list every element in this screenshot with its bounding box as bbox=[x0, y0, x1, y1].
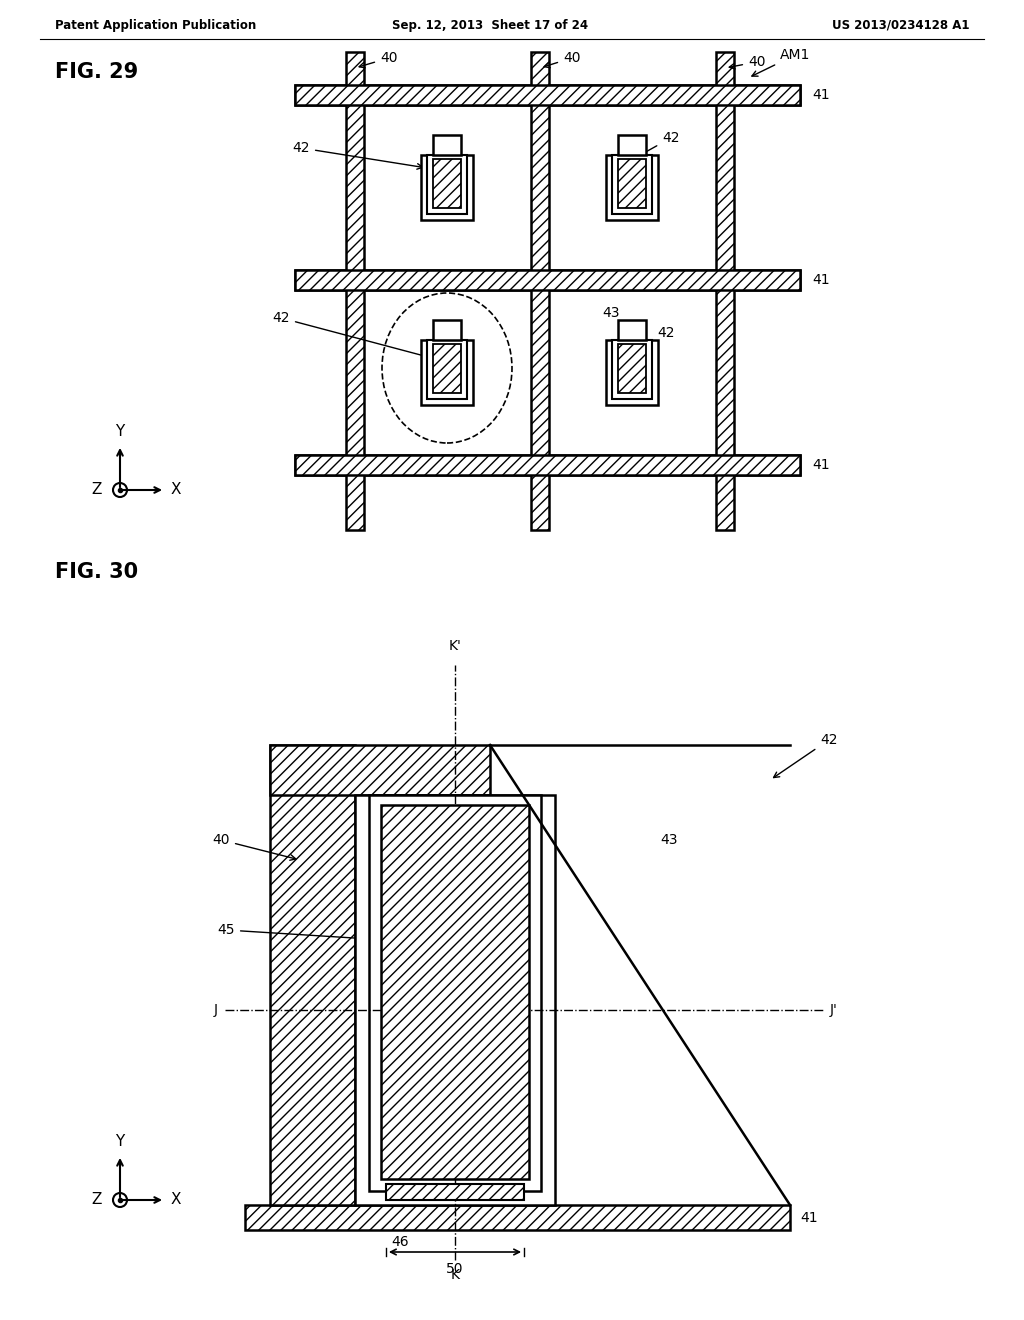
Text: 41: 41 bbox=[800, 1210, 817, 1225]
Text: 43: 43 bbox=[602, 306, 620, 319]
Text: 42: 42 bbox=[621, 131, 680, 166]
Bar bbox=[716, 51, 734, 531]
Text: US 2013/0234128 A1: US 2013/0234128 A1 bbox=[833, 18, 970, 32]
Bar bbox=[369, 795, 541, 1191]
Bar bbox=[433, 135, 461, 154]
Text: Z: Z bbox=[91, 483, 102, 498]
Text: Y: Y bbox=[116, 1134, 125, 1148]
Bar bbox=[427, 341, 467, 399]
Text: 41: 41 bbox=[812, 88, 829, 102]
Bar bbox=[618, 158, 646, 209]
Bar bbox=[295, 455, 800, 475]
Text: Patent Application Publication: Patent Application Publication bbox=[55, 18, 256, 32]
Bar bbox=[295, 271, 800, 290]
Bar bbox=[270, 744, 355, 1205]
Text: X: X bbox=[171, 483, 181, 498]
Bar bbox=[618, 319, 646, 341]
Text: 42: 42 bbox=[293, 141, 423, 169]
Text: 47: 47 bbox=[362, 818, 381, 832]
Text: Y: Y bbox=[116, 424, 125, 440]
Bar bbox=[421, 154, 473, 220]
Bar bbox=[295, 84, 800, 106]
Bar bbox=[295, 84, 800, 106]
Bar bbox=[531, 51, 549, 531]
Bar bbox=[433, 158, 461, 209]
Text: 41: 41 bbox=[812, 458, 829, 473]
Text: 40: 40 bbox=[359, 51, 397, 67]
Bar bbox=[355, 795, 555, 1205]
Text: Z: Z bbox=[91, 1192, 102, 1208]
Text: 41: 41 bbox=[812, 273, 829, 286]
Text: Sep. 12, 2013  Sheet 17 of 24: Sep. 12, 2013 Sheet 17 of 24 bbox=[392, 18, 588, 32]
Bar bbox=[346, 51, 364, 531]
Text: J': J' bbox=[830, 1003, 838, 1016]
Bar bbox=[245, 1205, 790, 1230]
Text: J: J bbox=[214, 1003, 218, 1016]
Text: FIG. 30: FIG. 30 bbox=[55, 562, 138, 582]
Text: FIG. 29: FIG. 29 bbox=[55, 62, 138, 82]
Bar bbox=[381, 805, 529, 1179]
Bar bbox=[427, 154, 467, 214]
Text: 50: 50 bbox=[446, 1262, 464, 1276]
Bar bbox=[386, 1184, 524, 1200]
Text: 42: 42 bbox=[773, 733, 838, 777]
Text: X: X bbox=[171, 1192, 181, 1208]
Text: K: K bbox=[451, 1269, 460, 1282]
Bar bbox=[618, 345, 646, 393]
Bar bbox=[433, 319, 461, 341]
Text: 40: 40 bbox=[213, 833, 296, 861]
Bar bbox=[433, 345, 461, 393]
Bar bbox=[612, 154, 652, 214]
Text: 43: 43 bbox=[660, 833, 678, 847]
Text: 46: 46 bbox=[391, 1236, 409, 1249]
Text: 45: 45 bbox=[217, 923, 382, 942]
Bar bbox=[618, 135, 646, 154]
Bar bbox=[295, 455, 800, 475]
Bar bbox=[606, 341, 658, 405]
Text: 40: 40 bbox=[729, 55, 766, 69]
Text: 42: 42 bbox=[272, 312, 428, 358]
Text: 40: 40 bbox=[544, 51, 581, 67]
Text: AM1: AM1 bbox=[752, 48, 810, 77]
Text: K': K' bbox=[449, 639, 462, 653]
Text: 42: 42 bbox=[621, 326, 675, 356]
Bar bbox=[270, 744, 490, 795]
Bar bbox=[295, 271, 800, 290]
Bar bbox=[612, 341, 652, 399]
Bar bbox=[606, 154, 658, 220]
Bar bbox=[421, 341, 473, 405]
